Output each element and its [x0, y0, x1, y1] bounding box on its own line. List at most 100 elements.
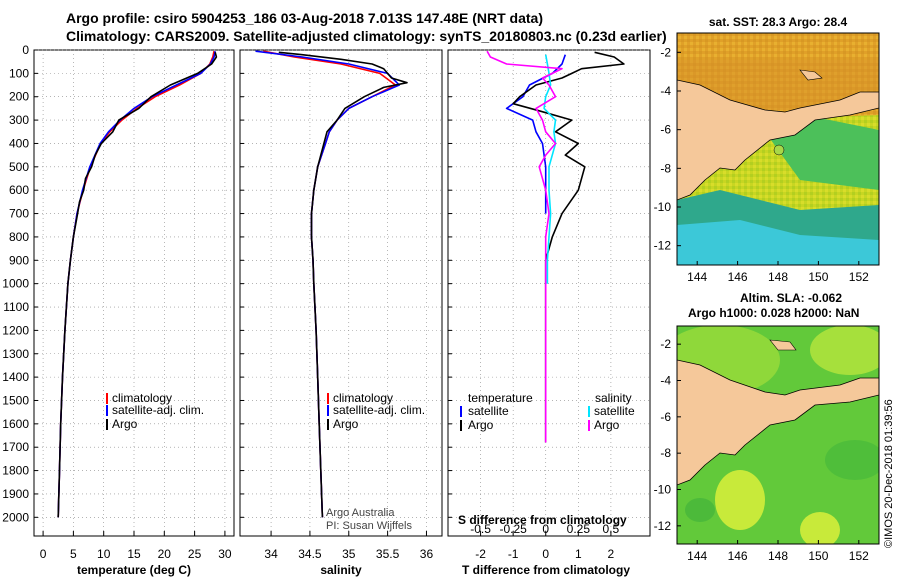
sst-map-title: sat. SST: 28.3 Argo: 28.4 — [709, 15, 848, 29]
sst-map: sat. SST: 28.3 Argo: 28.4 -2 -4 -6 -8 -10 -12… — [654, 15, 880, 284]
sla-map-title1: Altim. SLA: -0.062 — [740, 291, 842, 305]
salinity-panel-frame — [239, 49, 443, 537]
series-group — [486, 50, 625, 443]
map-y-tick-label: -6 — [660, 123, 671, 137]
difference-top-axis-label: S difference from climatology — [458, 513, 627, 527]
legend-temperature-title: temperature — [468, 391, 533, 405]
depth-tick-label: 0 — [22, 43, 29, 57]
legend-satellite-label: satellite-adj. clim. — [112, 403, 204, 417]
map-x-tick-label: 146 — [728, 549, 748, 563]
depth-tick-label: 500 — [9, 160, 29, 174]
map-x-tick-label: 144 — [687, 270, 707, 284]
depth-tick-label: 1000 — [2, 277, 29, 291]
x-top-tick-label: 0.5 — [603, 522, 620, 536]
map-x-tick-label: 152 — [849, 549, 869, 563]
map-y-tick-label: -4 — [660, 84, 671, 98]
series-line-s-argo — [486, 50, 563, 443]
x-tick-label: 34 — [264, 547, 278, 561]
x-top-tick-label: -0.25 — [499, 522, 527, 536]
map-y-tick-label: -8 — [660, 161, 671, 175]
map-y-tick-label: -8 — [660, 446, 671, 460]
x-tick-label: 35.5 — [376, 547, 400, 561]
map-x-tick-label: 150 — [808, 549, 828, 563]
depth-tick-label: 200 — [9, 90, 29, 104]
depth-tick-label: 300 — [9, 113, 29, 127]
x-tick-label: -1 — [508, 547, 519, 561]
x-tick-label: -2 — [475, 547, 486, 561]
legend-climatology-label: climatology — [112, 391, 172, 405]
depth-tick-label: 1800 — [2, 464, 29, 478]
series-line-s-satellite — [543, 54, 557, 284]
depth-tick-label: 1700 — [2, 440, 29, 454]
x-tick-label: 35 — [342, 547, 356, 561]
sla-map-title2: Argo h1000: 0.028 h2000: NaN — [688, 306, 859, 320]
legend-salinity-title: salinity — [595, 391, 632, 405]
x-tick-label: 10 — [97, 547, 111, 561]
x-tick-label: 20 — [158, 547, 172, 561]
map-x-tick-label: 152 — [849, 270, 869, 284]
depth-tick-label: 1200 — [2, 323, 29, 337]
legend-s-satellite-label: satellite — [594, 404, 635, 418]
map-y-tick-label: -12 — [654, 519, 672, 533]
map-y-tick-label: -6 — [660, 410, 671, 424]
map-x-tick-label: 146 — [728, 270, 748, 284]
map-y-tick-label: -10 — [654, 200, 672, 214]
credit-pi: PI: Susan Wijffels — [326, 520, 412, 532]
map-y-tick-label: -10 — [654, 483, 672, 497]
difference-legend: temperature satellite Argo salinity sate… — [458, 391, 635, 527]
sla-map: Altim. SLA: -0.062 Argo h1000: 0.028 h20… — [654, 291, 880, 563]
x-tick-label: 0 — [40, 547, 47, 561]
depth-tick-label: 1300 — [2, 347, 29, 361]
map-y-tick-label: -2 — [660, 337, 671, 351]
depth-tick-label: 1600 — [2, 417, 29, 431]
figure-title-line2: Climatology: CARS2009. Satellite-adjuste… — [66, 28, 667, 44]
legend-t-satellite-label: satellite — [468, 404, 509, 418]
legend-argo-label: Argo — [333, 417, 359, 431]
figure-title-line1: Argo profile: csiro 5904253_186 03-Aug-2… — [66, 10, 543, 26]
legend-satellite-label: satellite-adj. clim. — [333, 403, 425, 417]
difference-panel-frame — [447, 49, 651, 537]
depth-tick-label: 700 — [9, 207, 29, 221]
x-top-tick-label: 0.25 — [567, 522, 591, 536]
x-tick-label: 2 — [608, 547, 615, 561]
x-tick-label: 0 — [542, 547, 549, 561]
depth-tick-label: 600 — [9, 183, 29, 197]
series-group — [57, 51, 218, 518]
x-tick-label: 25 — [188, 547, 202, 561]
x-top-tick-label: 0 — [542, 522, 549, 536]
map-x-tick-label: 148 — [768, 270, 788, 284]
legend-argo-label: Argo — [112, 417, 138, 431]
x-tick-label: 1 — [575, 547, 582, 561]
depth-tick-label: 100 — [9, 66, 29, 80]
x-tick-label: 30 — [218, 547, 232, 561]
depth-tick-label: 1400 — [2, 370, 29, 384]
credit-argo-australia: Argo Australia — [326, 507, 395, 519]
depth-tick-label: 1100 — [3, 300, 29, 314]
map-y-tick-label: -4 — [660, 374, 671, 388]
map-y-tick-label: -2 — [660, 45, 671, 59]
legend-s-argo-label: Argo — [594, 418, 620, 432]
map-x-tick-label: 148 — [768, 549, 788, 563]
temperature-legend: climatology satellite-adj. clim. Argo — [106, 391, 204, 431]
temperature-axis-label: temperature (deg C) — [77, 563, 191, 577]
map-x-tick-label: 150 — [808, 270, 828, 284]
series-line-argo — [57, 52, 218, 518]
difference-axis-label: T difference from climatology — [462, 563, 630, 577]
x-tick-label: 34.5 — [298, 547, 322, 561]
depth-tick-label: 1500 — [2, 393, 29, 407]
series-line-argo — [278, 51, 408, 518]
x-tick-label: 5 — [70, 547, 77, 561]
depth-tick-label: 2000 — [2, 510, 29, 524]
x-tick-label: 15 — [127, 547, 141, 561]
legend-t-argo-label: Argo — [468, 418, 494, 432]
map-y-tick-label: -12 — [654, 239, 672, 253]
salinity-axis-label: salinity — [320, 563, 362, 577]
depth-tick-label: 400 — [9, 136, 29, 150]
legend-climatology-label: climatology — [333, 391, 393, 405]
depth-tick-label: 1900 — [2, 487, 29, 501]
x-tick-label: 36 — [420, 547, 434, 561]
salinity-legend: climatology satellite-adj. clim. Argo Ar… — [326, 391, 425, 532]
imos-watermark: ©IMOS 20-Dec-2018 01:39:56 — [883, 399, 895, 548]
x-top-tick-label: -0.5 — [470, 522, 491, 536]
